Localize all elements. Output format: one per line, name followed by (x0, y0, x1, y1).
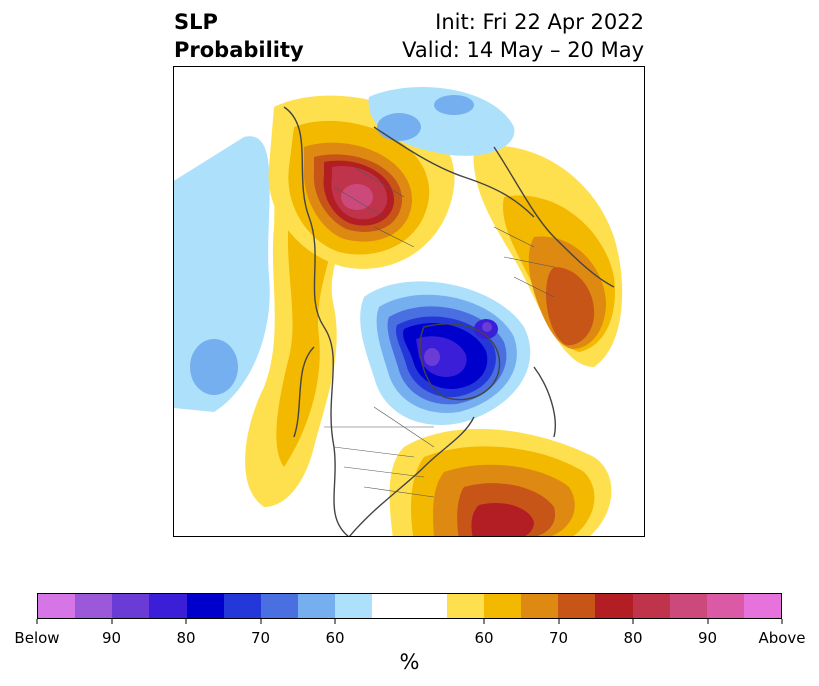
colorbar-tick-label: 60 (474, 629, 494, 647)
colorbar-tick-label: 80 (176, 629, 196, 647)
polar-map (174, 67, 644, 536)
colorbar-tick-label: 60 (325, 629, 345, 647)
colorbar (37, 593, 782, 619)
colorbar-segment (743, 594, 782, 618)
colorbar-segment (595, 594, 633, 618)
colorbar-tick-mark (36, 619, 38, 624)
colorbar-segment (446, 594, 484, 618)
colorbar-segment (669, 594, 707, 618)
colorbar-tick-mark (707, 619, 708, 624)
borders (324, 166, 555, 498)
colorbar-tick-mark (781, 619, 783, 624)
title-valid-range: Valid: 14 May – 20 May (402, 38, 644, 62)
colorbar-tick-mark (632, 619, 634, 624)
colorbar-segment (112, 594, 150, 618)
colorbar-segment (75, 594, 113, 618)
colorbar-segment (483, 594, 522, 618)
colorbar-segment (335, 594, 373, 618)
colorbar-segment (706, 594, 744, 618)
title-type: Probability (174, 38, 304, 62)
colorbar-segment (372, 594, 410, 618)
title-variable: SLP (174, 10, 218, 34)
below-region-north-pacific (174, 136, 270, 412)
colorbar-tick-label: 80 (623, 629, 643, 647)
chart-title-left: SLP Probability (174, 8, 304, 64)
colorbar-label: % (399, 650, 420, 674)
colorbar-tick-mark (111, 619, 112, 624)
colorbar-segment (149, 594, 187, 618)
colorbar-tick-label: 70 (250, 629, 271, 647)
colorbar-segment (186, 594, 224, 618)
colorbar-tick-mark (185, 619, 187, 624)
colorbar-tick-label: Above (758, 629, 806, 647)
colorbar-segment (558, 594, 596, 618)
chart-title-right: Init: Fri 22 Apr 2022 Valid: 14 May – 20… (402, 8, 644, 64)
colorbar-segment (260, 594, 299, 618)
below-core-north-pacific (190, 339, 238, 395)
colorbar-tick-mark (483, 619, 485, 624)
colorbar-segment (521, 594, 559, 618)
colorbar-segment (298, 594, 336, 618)
map-panel (173, 66, 645, 537)
colorbar-tick-mark (558, 619, 559, 624)
colorbar-segment (223, 594, 261, 618)
colorbar-tick-mark (334, 619, 336, 624)
colorbar-ticks: Below 90 80 70 60 60 70 80 90 Above (0, 619, 819, 650)
colorbar-tick-label: 70 (548, 629, 569, 647)
colorbar-tick-label: 90 (697, 629, 718, 647)
colorbar-segment (632, 594, 670, 618)
colorbar-tick-label: 90 (101, 629, 122, 647)
colorbar-tick-mark (260, 619, 261, 624)
coastlines (283, 106, 615, 536)
title-init-date: Init: Fri 22 Apr 2022 (435, 10, 644, 34)
colorbar-segment (409, 594, 447, 618)
colorbar-tick-label: Below (14, 629, 60, 647)
colorbar-segment (38, 594, 76, 618)
